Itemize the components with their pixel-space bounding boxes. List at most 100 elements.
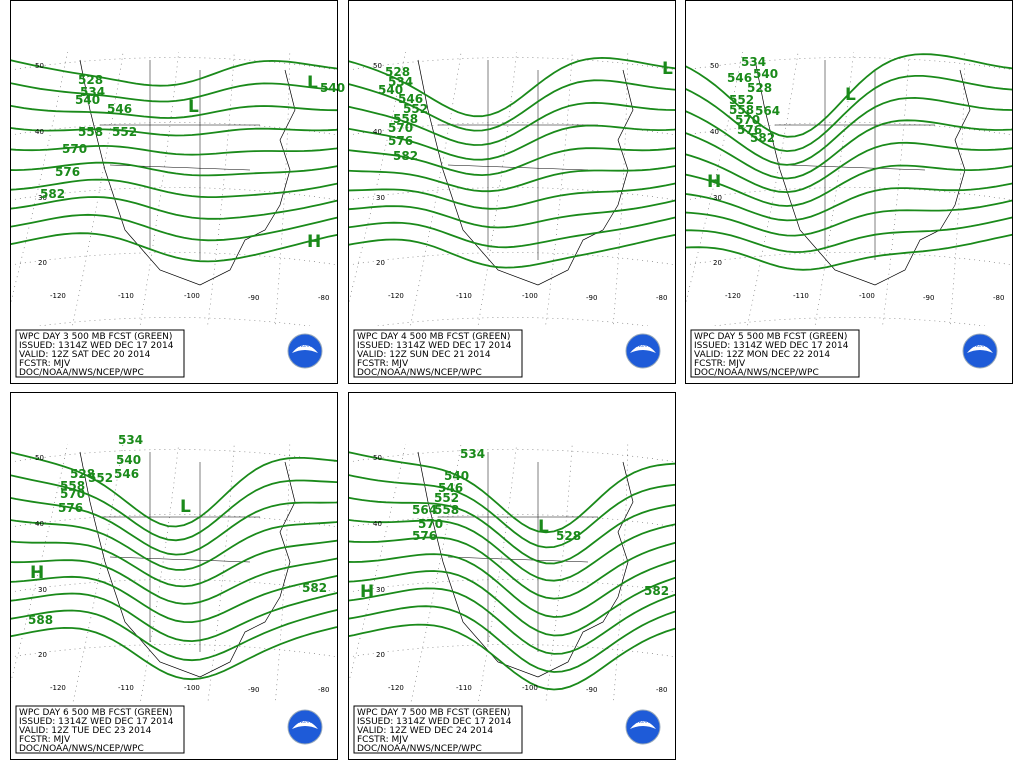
height-contour [11,144,337,156]
height-contour [349,182,675,210]
map-area [349,52,675,326]
contour-label: 546 [114,467,139,481]
height-contour [11,574,337,624]
longitude-label: -80 [318,294,329,302]
height-contour [349,474,675,549]
caption-line: WPC DAY 7 500 MB FCST (GREEN) [357,708,510,718]
height-contour [11,474,337,542]
height-contour [11,104,337,119]
graticule [545,52,573,326]
noaa-logo [287,333,323,369]
graticule [747,52,799,326]
contour-label: 582 [750,131,775,145]
height-contour [686,119,1012,180]
graticule [11,187,337,201]
graticule [275,444,291,702]
height-contour [686,199,1012,237]
latitude-label: 30 [376,586,385,594]
caption-line: WPC DAY 3 500 MB FCST (GREEN) [19,332,172,342]
pressure-center: H [307,232,321,252]
caption-line: FCSTR: MJV [357,735,409,745]
graticule [72,52,124,326]
caption-line: VALID: 12Z SAT DEC 20 2014 [19,350,151,360]
pressure-center: H [707,172,721,192]
contour-label: 552 [729,93,754,107]
longitude-label: -80 [318,686,329,694]
graticule [11,579,337,593]
contour-label: 588 [28,613,53,627]
height-contour [686,53,1012,138]
height-contour [686,216,1012,254]
contour-label: 534 [388,75,413,89]
caption-line: VALID: 12Z MON DEC 22 2014 [694,350,830,360]
contour-label: 570 [388,121,413,135]
contour-label: 570 [62,142,87,156]
border [100,60,260,260]
contour-label: 576 [58,501,83,515]
longitude-label: -100 [184,684,200,692]
longitude-label: -110 [456,684,472,692]
caption-box [353,705,523,754]
graticule [11,644,337,658]
height-contour [349,124,675,161]
longitude-label: -120 [50,292,66,300]
caption-line: ISSUED: 1314Z WED DEC 17 2014 [694,341,849,351]
graticule [36,317,312,326]
contour-label: 558 [434,503,459,517]
latitude-label: 50 [35,62,44,70]
pressure-center: L [307,73,318,93]
contour-label: 534 [460,447,485,461]
contour-label: 552 [434,491,459,505]
contour-label: 528 [556,529,581,543]
noaa-logo-bird [630,345,656,353]
contour-label: 582 [302,581,327,595]
contour-label: 540 [444,469,469,483]
noaa-logo-text: NOAA [299,343,311,348]
contour-label: 552 [88,471,113,485]
forecast-panel: 50 40 30 20 -120 -110 -100 -90 -80 534 54054655255… [348,392,676,760]
noaa-logo-text: NOAA [974,343,986,348]
longitude-label: -110 [456,292,472,300]
latitude-label: 20 [38,259,47,267]
height-contour [11,196,337,220]
contour-label: 576 [388,134,413,148]
noaa-logo [625,333,661,369]
border [438,452,598,652]
longitude-label: -110 [118,292,134,300]
contour-label: 576 [412,529,437,543]
contour-label: 534 [80,85,105,99]
height-contour [11,161,337,177]
contour-label: 528 [385,65,410,79]
height-contour [349,147,675,177]
latitude-label: 20 [713,259,722,267]
contour-label: 564 [412,503,437,517]
contour-label: 528 [70,467,95,481]
longitude-label: -80 [656,294,667,302]
pressure-center: L [180,497,191,517]
pressure-center: L [662,59,673,79]
height-contour [349,199,675,229]
graticule [349,514,675,528]
noaa-logo [287,709,323,745]
graticule [11,449,337,463]
graticule [349,187,675,201]
longitude-label: -110 [793,292,809,300]
caption-line: ISSUED: 1314Z WED DEC 17 2014 [19,341,174,351]
longitude-label: -90 [586,686,597,694]
caption-line: FCSTR: MJV [19,735,71,745]
height-contour [349,587,675,655]
caption-line: WPC DAY 5 500 MB FCST (GREEN) [694,332,847,342]
graticule [349,449,675,463]
map-area [11,52,337,326]
longitude-label: -90 [586,294,597,302]
coastline [417,59,634,286]
graticule [882,52,910,326]
caption-line: WPC DAY 6 500 MB FCST (GREEN) [19,708,172,718]
graticule [349,579,675,593]
coastline [79,451,296,678]
noaa-logo-text: NOAA [299,719,311,724]
contour-label: 540 [116,453,141,467]
noaa-logo [962,333,998,369]
